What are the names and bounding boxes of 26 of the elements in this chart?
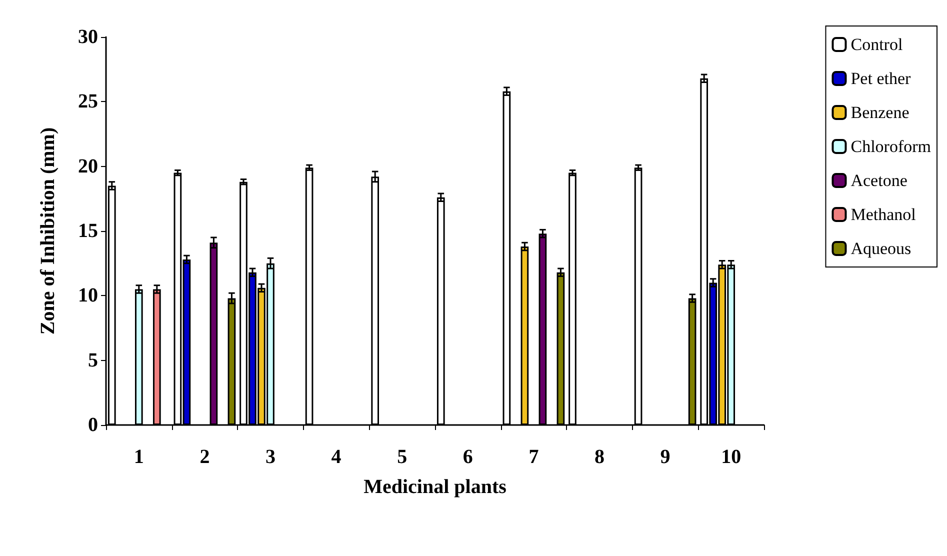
x-tick-label: 6 [462,446,473,468]
y-tick-label: 25 [78,90,98,113]
x-axis-title: Medicinal plants [364,476,507,498]
y-axis-title: Zone of Inhibition (mm) [37,127,59,335]
legend-label: Benzene [850,103,910,122]
y-tick-label: 30 [78,26,98,48]
y-tick-label: 15 [78,220,98,242]
y-tick-label: 5 [88,349,98,372]
legend-label: Pet ether [850,69,912,88]
legend-label: Aqueous [850,239,912,258]
x-tick-label: 8 [594,446,604,468]
x-tick-label: 5 [397,446,408,468]
y-tick-label: 10 [78,284,98,307]
x-tick-label: 2 [200,446,210,468]
x-tick-label: 10 [721,446,742,468]
x-tick-label: 3 [266,446,276,468]
y-tick-label: 0 [88,414,98,436]
x-tick-label: 1 [134,446,144,468]
legend-label: Methanol [850,205,916,224]
legend-label: Chloroform [850,137,932,156]
x-tick-label: 7 [528,446,539,468]
legend-label: Control [850,35,903,54]
x-tick-label: 4 [331,446,342,468]
legend-label: Acetone [850,171,908,190]
x-tick-label: 9 [660,446,670,468]
y-tick-label: 20 [78,155,98,178]
